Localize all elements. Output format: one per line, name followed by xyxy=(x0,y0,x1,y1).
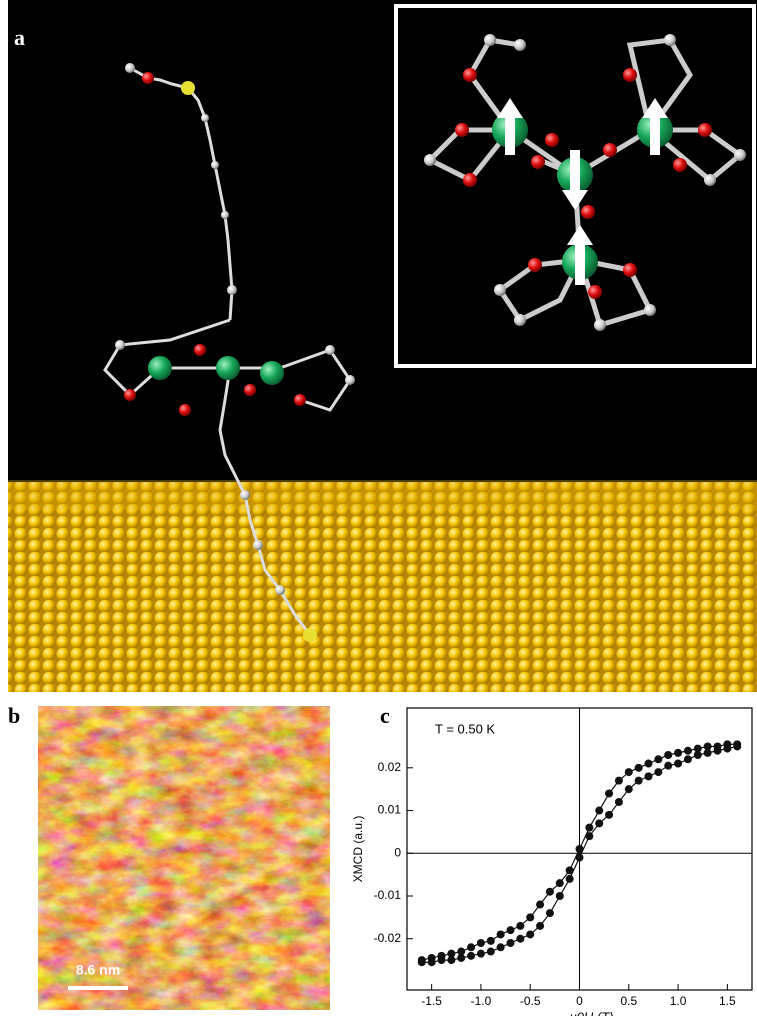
data-point xyxy=(575,845,584,853)
y-axis-label: XMCD (a.u.) xyxy=(351,816,365,883)
data-point xyxy=(526,930,535,939)
data-point xyxy=(575,853,584,862)
x-tick-label: -0.5 xyxy=(520,994,541,1008)
data-point xyxy=(683,746,692,755)
x-tick-label: -1.5 xyxy=(421,994,442,1008)
data-point xyxy=(644,772,653,781)
inset xyxy=(394,4,756,368)
data-point xyxy=(437,956,446,965)
data-point xyxy=(733,742,742,751)
data-point xyxy=(565,866,574,875)
y-tick-label: -0.02 xyxy=(374,931,402,945)
y-tick-label: 0.01 xyxy=(378,803,402,817)
data-point xyxy=(634,763,643,772)
data-point xyxy=(476,949,485,958)
data-point xyxy=(486,947,495,956)
data-point xyxy=(506,939,515,947)
stm-image xyxy=(38,706,330,1010)
data-point xyxy=(624,785,633,794)
data-point xyxy=(693,744,702,753)
data-point xyxy=(457,953,466,962)
data-point xyxy=(496,943,505,952)
data-point xyxy=(664,761,673,770)
data-point xyxy=(634,776,643,785)
data-point xyxy=(654,755,663,764)
spin-arrows xyxy=(497,98,668,285)
data-point xyxy=(447,949,456,958)
data-point xyxy=(605,789,614,798)
x-axis-label: μ0H (T) xyxy=(569,1009,614,1016)
panel-label: c xyxy=(380,703,390,728)
x-tick-label: 1.0 xyxy=(670,994,687,1008)
data-point xyxy=(683,755,692,764)
panel-label: a xyxy=(14,25,25,50)
data-point xyxy=(545,909,554,918)
data-point xyxy=(516,921,525,930)
data-point xyxy=(467,951,476,960)
data-point xyxy=(585,832,594,841)
hysteresis-plot: -1.5 -1.0 -0.5 0 0.5 1.0 1.5 -0.02 -0.01 0 0.01 0.0… xyxy=(351,707,753,1016)
annotation: T = 0.50 K xyxy=(435,721,495,736)
data-point xyxy=(486,936,495,945)
data-point xyxy=(467,943,476,952)
y-tick-label: 0.02 xyxy=(378,760,402,774)
x-tick-label: 0 xyxy=(576,994,583,1008)
surface-haze xyxy=(8,480,757,510)
data-point xyxy=(516,934,525,943)
data-point xyxy=(713,746,722,755)
y-tick-label: 0 xyxy=(394,845,401,859)
x-tick-label: 1.5 xyxy=(719,994,736,1008)
data-point xyxy=(703,742,712,751)
data-point xyxy=(654,768,663,777)
data-point xyxy=(555,879,564,888)
x-tick-label: 0.5 xyxy=(620,994,637,1008)
data-point xyxy=(555,892,564,900)
data-point xyxy=(476,939,485,947)
data-point xyxy=(447,956,456,965)
data-point xyxy=(536,900,545,909)
x-tick-label: -1.0 xyxy=(471,994,492,1008)
data-point xyxy=(506,926,515,935)
data-point xyxy=(614,776,623,785)
data-point xyxy=(565,874,574,883)
data-point xyxy=(417,958,426,967)
data-point xyxy=(496,930,505,939)
data-point xyxy=(693,751,702,759)
gold-surface xyxy=(8,482,757,692)
data-point xyxy=(614,798,623,806)
data-point xyxy=(605,810,614,819)
data-point xyxy=(674,759,683,768)
data-point xyxy=(526,913,535,922)
data-point xyxy=(644,759,653,768)
y-tick-label: -0.01 xyxy=(374,888,402,902)
data-point xyxy=(595,806,604,815)
scale-bar-label: 8.6 nm xyxy=(76,962,120,978)
data-point xyxy=(703,748,712,757)
data-point xyxy=(595,819,604,828)
data-point xyxy=(624,768,633,777)
data-point xyxy=(536,921,545,930)
panel-label: b xyxy=(8,703,20,728)
molecule-atoms xyxy=(115,63,355,642)
data-point xyxy=(427,958,436,967)
data-point xyxy=(457,947,466,956)
data-point xyxy=(664,751,673,759)
data-point xyxy=(674,748,683,757)
data-point xyxy=(723,744,732,753)
data-point xyxy=(585,823,594,832)
data-point xyxy=(545,887,554,896)
